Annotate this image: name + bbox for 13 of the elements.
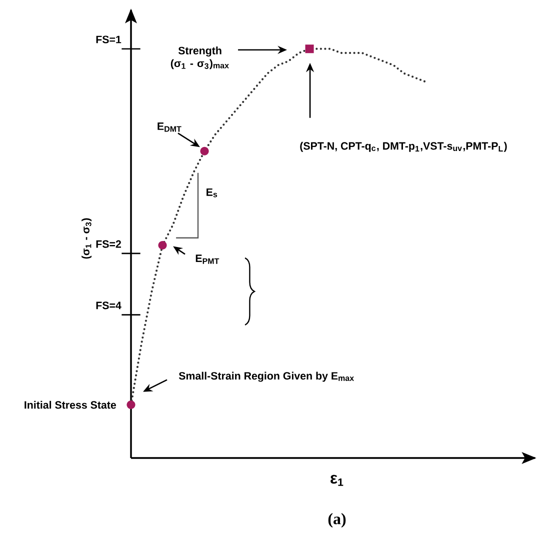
text: (SPT-N, CPT-q$_{c}$, DMT-p$_{1}$,VST-s$_{uv}$,PMT-P$_{L}$) <box>300 142 507 152</box>
annotation: E$_{PMT}$ <box>196 254 220 264</box>
text: FS=2 <box>96 240 121 248</box>
text: FS=4 <box>96 302 122 310</box>
annotation: Small-Strain Region Given by E$_{max}$ <box>178 372 354 382</box>
annotation: E$_{s}$ <box>206 188 218 198</box>
annotation: E$_{DMT}$ <box>158 122 182 132</box>
text: Initial Stress State <box>24 400 116 409</box>
annotation: Strength (σ$_{1}$ - σ$_{3}$)$_{max}$ <box>170 46 229 70</box>
y-axis-title: (σ$_{1}$ - σ$_{3}$) <box>82 218 92 259</box>
text: FS=1 <box>96 36 122 44</box>
x-axis-title: ε$_{1}$ <box>330 474 344 486</box>
text: (a) <box>328 513 346 528</box>
